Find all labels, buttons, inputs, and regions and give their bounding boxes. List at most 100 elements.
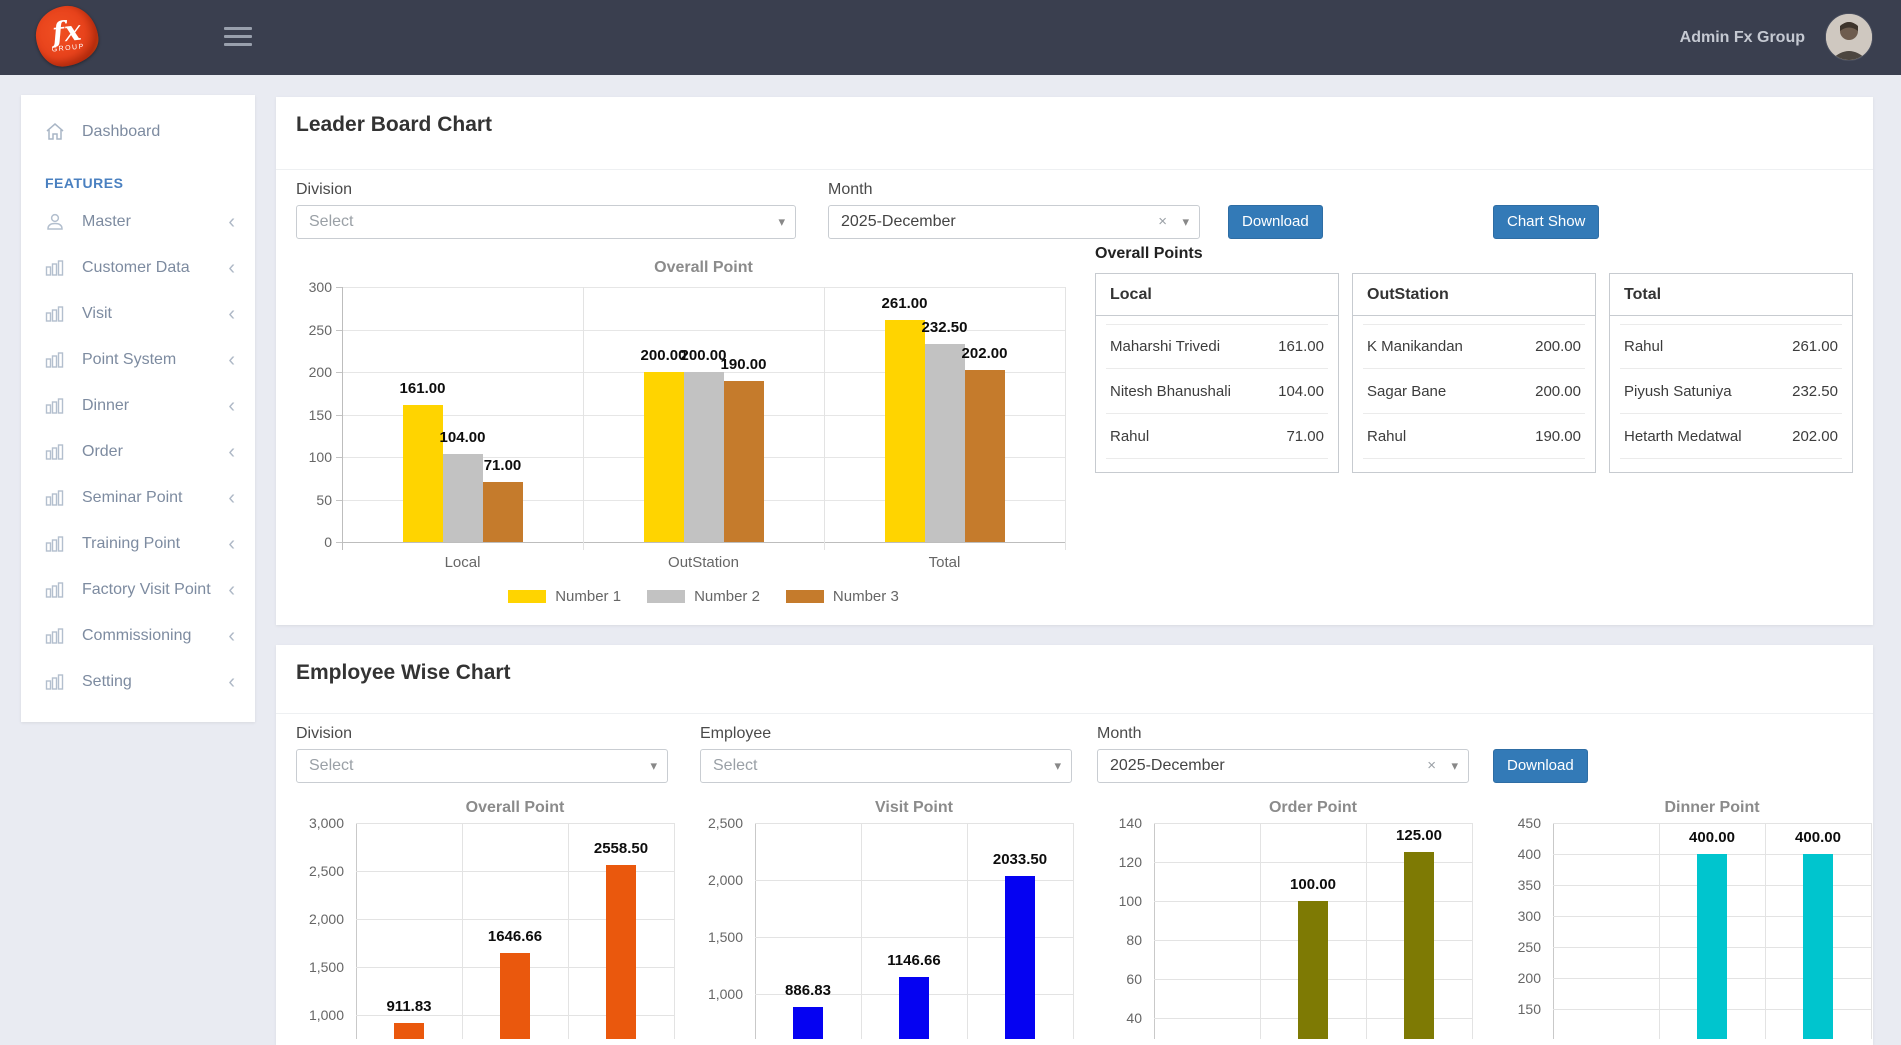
chart-legend: Number 1 Number 2 Number 3: [342, 588, 1065, 605]
y-axis-tick-label: 2,500: [308, 863, 344, 879]
avatar[interactable]: [1825, 13, 1873, 61]
bar: [1298, 901, 1328, 1039]
bar-value-label: 400.00: [1795, 829, 1841, 846]
gridline: [755, 823, 756, 1039]
legend-swatch: [647, 590, 686, 603]
employee-select-value: Select: [713, 757, 758, 774]
gridline: [755, 937, 1073, 938]
chart-title: Overall Point: [465, 799, 565, 816]
sidebar-item-setting[interactable]: Setting ‹: [21, 659, 255, 705]
legend-item[interactable]: Number 2: [647, 588, 760, 605]
chart-title: Order Point: [1268, 799, 1357, 816]
gridline: [356, 823, 674, 824]
division-select[interactable]: Select ▾: [296, 205, 796, 239]
employee-select[interactable]: Select ▾: [700, 749, 1072, 783]
y-axis-tick-label: 2,500: [707, 815, 743, 831]
bar-value-label: 232.50: [921, 319, 968, 337]
sidebar-item-training-point[interactable]: Training Point ‹: [21, 521, 255, 567]
sidebar-item-factory-visit-point[interactable]: Factory Visit Point ‹: [21, 567, 255, 613]
sidebar-item-order[interactable]: Order ‹: [21, 429, 255, 475]
points-column-outstation: OutStation K Manikandan 200.00 Sagar Bane 20…: [1352, 273, 1596, 473]
legend-item[interactable]: Number 1: [508, 588, 621, 605]
gridline: [1154, 862, 1472, 863]
clear-icon[interactable]: ×: [1427, 757, 1436, 774]
gridline: [462, 823, 463, 1039]
axis-tick: [336, 287, 342, 288]
y-axis-tick-label: 40: [1126, 1010, 1142, 1026]
overall-points-table: Local Maharshi Trivedi 161.00 Nitesh Bhanus…: [1095, 273, 1853, 473]
page-title: Leader Board Chart: [296, 113, 493, 136]
bar-value-label: 886.83: [785, 981, 831, 999]
sidebar-item-label: Seminar Point: [82, 489, 183, 506]
points-column-header: Total: [1610, 274, 1852, 316]
features-heading: FEATURES: [45, 175, 124, 191]
y-axis-tick-label: 300: [308, 279, 332, 295]
chevron-down-icon: ▾: [650, 758, 657, 773]
sidebar-item-visit[interactable]: Visit ‹: [21, 291, 255, 337]
points-column-header: Local: [1096, 274, 1338, 316]
chevron-left-icon: ‹: [228, 487, 235, 509]
logo-text: fx: [50, 13, 83, 50]
sidebar: Dashboard FEATURES Master ‹ Customer Data ‹…: [21, 95, 255, 722]
y-axis-tick-label: 80: [1126, 932, 1142, 948]
legend-label: Number 1: [555, 588, 622, 605]
y-axis-tick-label: 3,000: [308, 815, 344, 831]
y-axis-tick-label: 400: [1517, 846, 1541, 862]
y-axis-tick-label: 150: [1517, 1001, 1541, 1017]
sidebar-item-label: Commissioning: [82, 627, 192, 644]
hamburger-menu-icon[interactable]: [224, 27, 252, 51]
bar: [1005, 876, 1035, 1039]
y-axis-tick-label: 250: [308, 321, 332, 338]
legend-label: Number 2: [694, 588, 760, 605]
bar-value-label: 190.00: [720, 355, 767, 373]
sidebar-item-dinner[interactable]: Dinner ‹: [21, 383, 255, 429]
sidebar-item-master[interactable]: Master ‹: [21, 199, 255, 245]
gridline: [342, 329, 1065, 331]
points-column-body: Maharshi Trivedi 161.00 Nitesh Bhanushali 1…: [1096, 316, 1338, 459]
bar: [482, 481, 523, 542]
clear-icon[interactable]: ×: [1158, 213, 1167, 230]
division-label: Division: [296, 181, 353, 198]
x-axis-category-label: Total: [928, 554, 961, 571]
gridline: [1366, 823, 1367, 1039]
month-select[interactable]: 2025-December × ▾: [828, 205, 1200, 239]
chart-show-button[interactable]: Chart Show: [1493, 205, 1600, 239]
y-axis-tick-label: 1,000: [707, 986, 743, 1002]
table-row: Rahul 261.00: [1620, 324, 1842, 369]
sidebar-item-commissioning[interactable]: Commissioning ‹: [21, 613, 255, 659]
points-name: Maharshi Trivedi: [1110, 338, 1221, 355]
sidebar-item-seminar-point[interactable]: Seminar Point ‹: [21, 475, 255, 521]
points-value: 202.00: [1792, 427, 1838, 445]
bar-chart-icon: [45, 535, 69, 554]
logo-blob: fx GROUP: [33, 2, 101, 70]
points-column-local: Local Maharshi Trivedi 161.00 Nitesh Bhanus…: [1095, 273, 1339, 473]
month-label: Month: [1097, 725, 1142, 742]
month-select[interactable]: 2025-December × ▾: [1097, 749, 1469, 783]
legend-item[interactable]: Number 3: [785, 588, 899, 605]
sidebar-item-point-system[interactable]: Point System ‹: [21, 337, 255, 383]
chevron-left-icon: ‹: [228, 533, 235, 555]
table-row: Rahul 190.00: [1363, 414, 1585, 459]
bar-value-label: 125.00: [1396, 827, 1442, 845]
points-value: 261.00: [1792, 338, 1838, 355]
employee-label: Employee: [700, 725, 772, 742]
points-value: 161.00: [1278, 338, 1324, 355]
division-select[interactable]: Select ▾: [296, 749, 668, 783]
chevron-left-icon: ‹: [228, 579, 235, 601]
points-value: 104.00: [1278, 382, 1324, 400]
bar-value-label: 911.83: [386, 998, 432, 1016]
bar-chart-icon: [45, 351, 69, 370]
y-axis-tick-label: 2,000: [707, 872, 743, 888]
download-button[interactable]: Download: [1228, 205, 1323, 239]
bar-chart-icon: [45, 259, 69, 278]
fx-group-logo[interactable]: fx GROUP: [33, 2, 101, 70]
sidebar-item-customer-data[interactable]: Customer Data ‹: [21, 245, 255, 291]
gridline: [755, 823, 1073, 824]
employee-charts-row: Overall Point 3,000 2,500 2,000 1,500 1,000 91…: [292, 793, 1878, 1039]
admin-user-label[interactable]: Admin Fx Group: [1679, 29, 1805, 46]
gridline: [356, 871, 674, 872]
download-button[interactable]: Download: [1493, 749, 1588, 783]
sidebar-item-label: Master: [82, 213, 131, 230]
sidebar-item-dashboard[interactable]: Dashboard: [21, 109, 255, 155]
bar: [964, 370, 1005, 542]
